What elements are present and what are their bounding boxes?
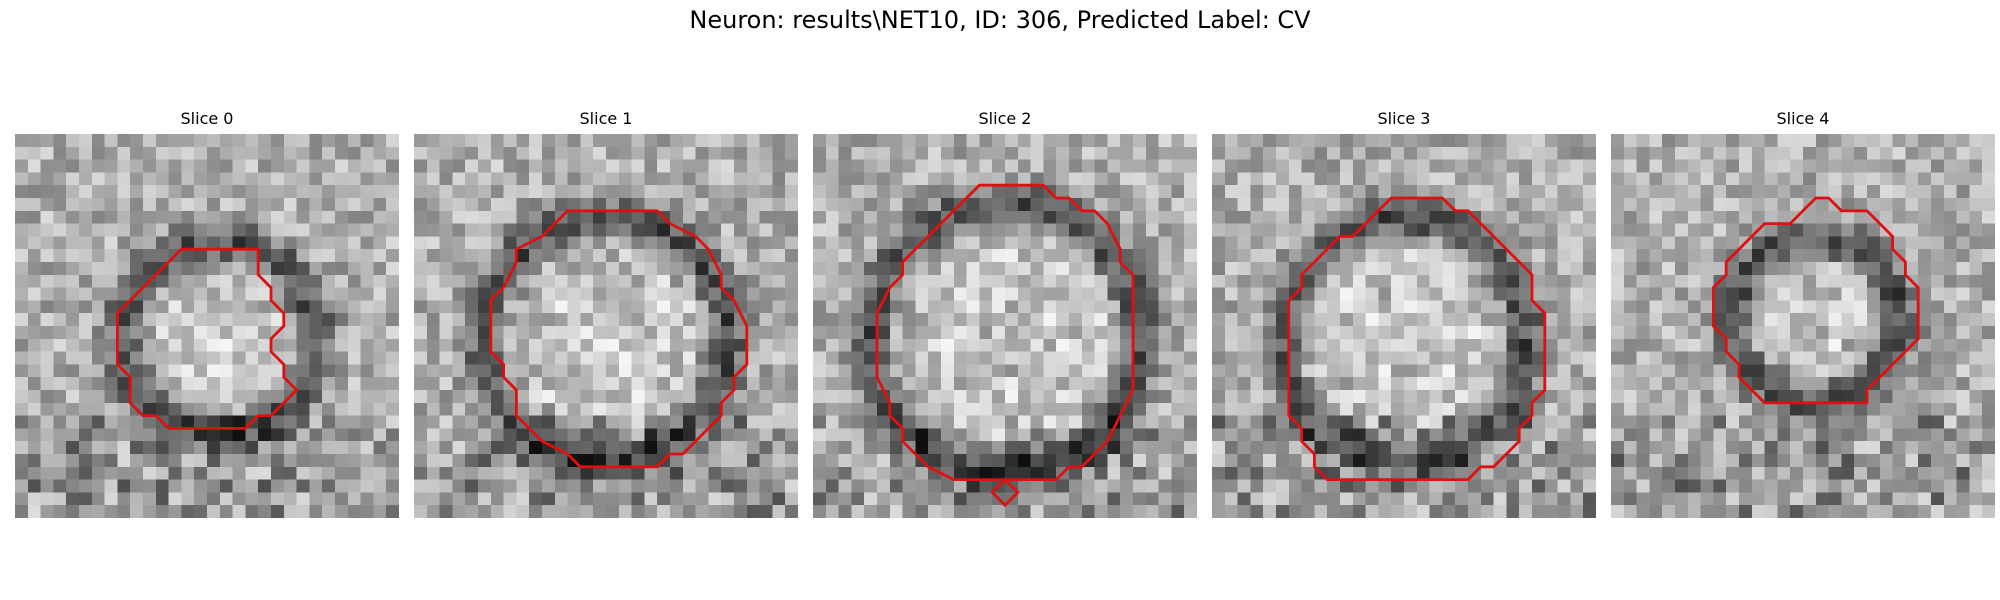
figure-title: Neuron: results\NET10, ID: 306, Predicte… (689, 6, 1311, 34)
slice-image (1611, 134, 1995, 518)
slice-title: Slice 1 (579, 109, 633, 128)
slice-image (1212, 134, 1596, 518)
slice-panel-3: Slice 3 (1212, 108, 1596, 518)
segmentation-outline (1711, 196, 1920, 405)
pixel-grid (813, 134, 1197, 518)
slice-title: Slice 0 (180, 109, 234, 128)
slice-title: Slice 2 (978, 109, 1032, 128)
slice-panel-1: Slice 1 (414, 108, 798, 518)
segmentation-outline (489, 209, 749, 469)
pixel-grid (1611, 134, 1995, 518)
segmentation-outline (875, 183, 1135, 508)
slice-image (15, 134, 399, 518)
pixel-grid (1212, 134, 1596, 518)
pixel-grid (414, 134, 798, 518)
slice-panel-4: Slice 4 (1611, 108, 1995, 518)
slice-panel-2: Slice 2 (813, 108, 1197, 518)
slice-panel-0: Slice 0 (15, 108, 399, 518)
segmentation-outline (1287, 196, 1547, 482)
pixel-grid (15, 134, 399, 518)
slice-title: Slice 3 (1377, 109, 1431, 128)
slice-image (813, 134, 1197, 518)
segmentation-outline (115, 247, 299, 430)
slice-image (414, 134, 798, 518)
slice-title: Slice 4 (1776, 109, 1830, 128)
